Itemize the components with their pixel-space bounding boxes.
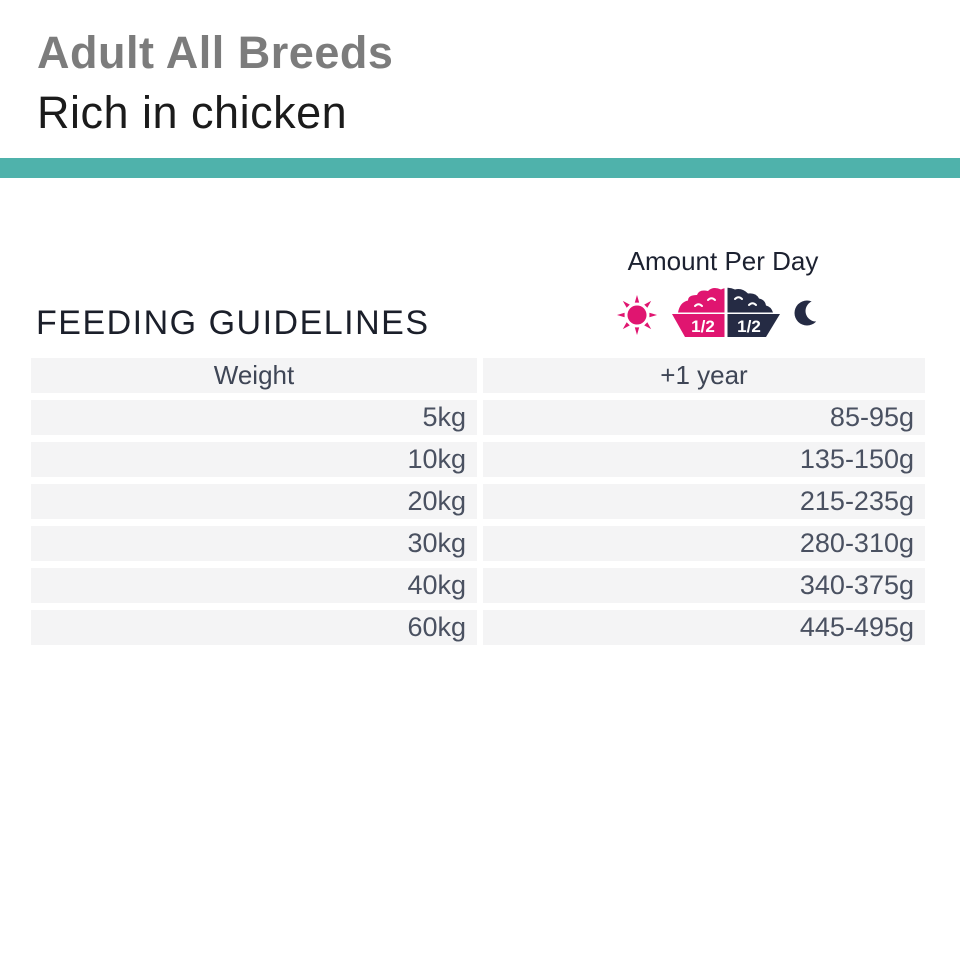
weight-cell: 40kg <box>31 568 477 603</box>
page-title: Adult All Breeds <box>37 27 394 78</box>
table-row: 30kg 280-310g <box>31 526 925 561</box>
table-row: 20kg 215-235g <box>31 484 925 519</box>
amount-cell: 445-495g <box>483 610 925 645</box>
table-row: 5kg 85-95g <box>31 400 925 435</box>
column-header-weight: Weight <box>31 358 477 393</box>
section-heading: FEEDING GUIDELINES <box>36 304 430 342</box>
accent-divider <box>0 158 960 178</box>
amount-cell: 135-150g <box>483 442 925 477</box>
amount-cell: 215-235g <box>483 484 925 519</box>
sun-icon <box>616 294 658 341</box>
amount-cell: 280-310g <box>483 526 925 561</box>
page-subtitle: Rich in chicken <box>37 87 348 138</box>
column-header-age: +1 year <box>483 358 925 393</box>
moon-icon <box>794 294 822 337</box>
table-row: 40kg 340-375g <box>31 568 925 603</box>
weight-cell: 30kg <box>31 526 477 561</box>
food-bowl-icon: 1/2 1/2 <box>665 287 787 344</box>
bowl-right-fraction: 1/2 <box>737 317 761 336</box>
weight-cell: 20kg <box>31 484 477 519</box>
table-header-row: Weight +1 year <box>31 358 925 393</box>
bowl-left-fraction: 1/2 <box>691 317 715 336</box>
table-row: 60kg 445-495g <box>31 610 925 645</box>
weight-cell: 10kg <box>31 442 477 477</box>
feeding-guidelines-table: Weight +1 year 5kg 85-95g 10kg 135-150g … <box>31 358 925 652</box>
amount-per-day-icons: 1/2 1/2 <box>616 287 846 344</box>
amount-cell: 340-375g <box>483 568 925 603</box>
weight-cell: 5kg <box>31 400 477 435</box>
weight-cell: 60kg <box>31 610 477 645</box>
table-row: 10kg 135-150g <box>31 442 925 477</box>
amount-per-day-label: Amount Per Day <box>627 246 819 276</box>
amount-cell: 85-95g <box>483 400 925 435</box>
